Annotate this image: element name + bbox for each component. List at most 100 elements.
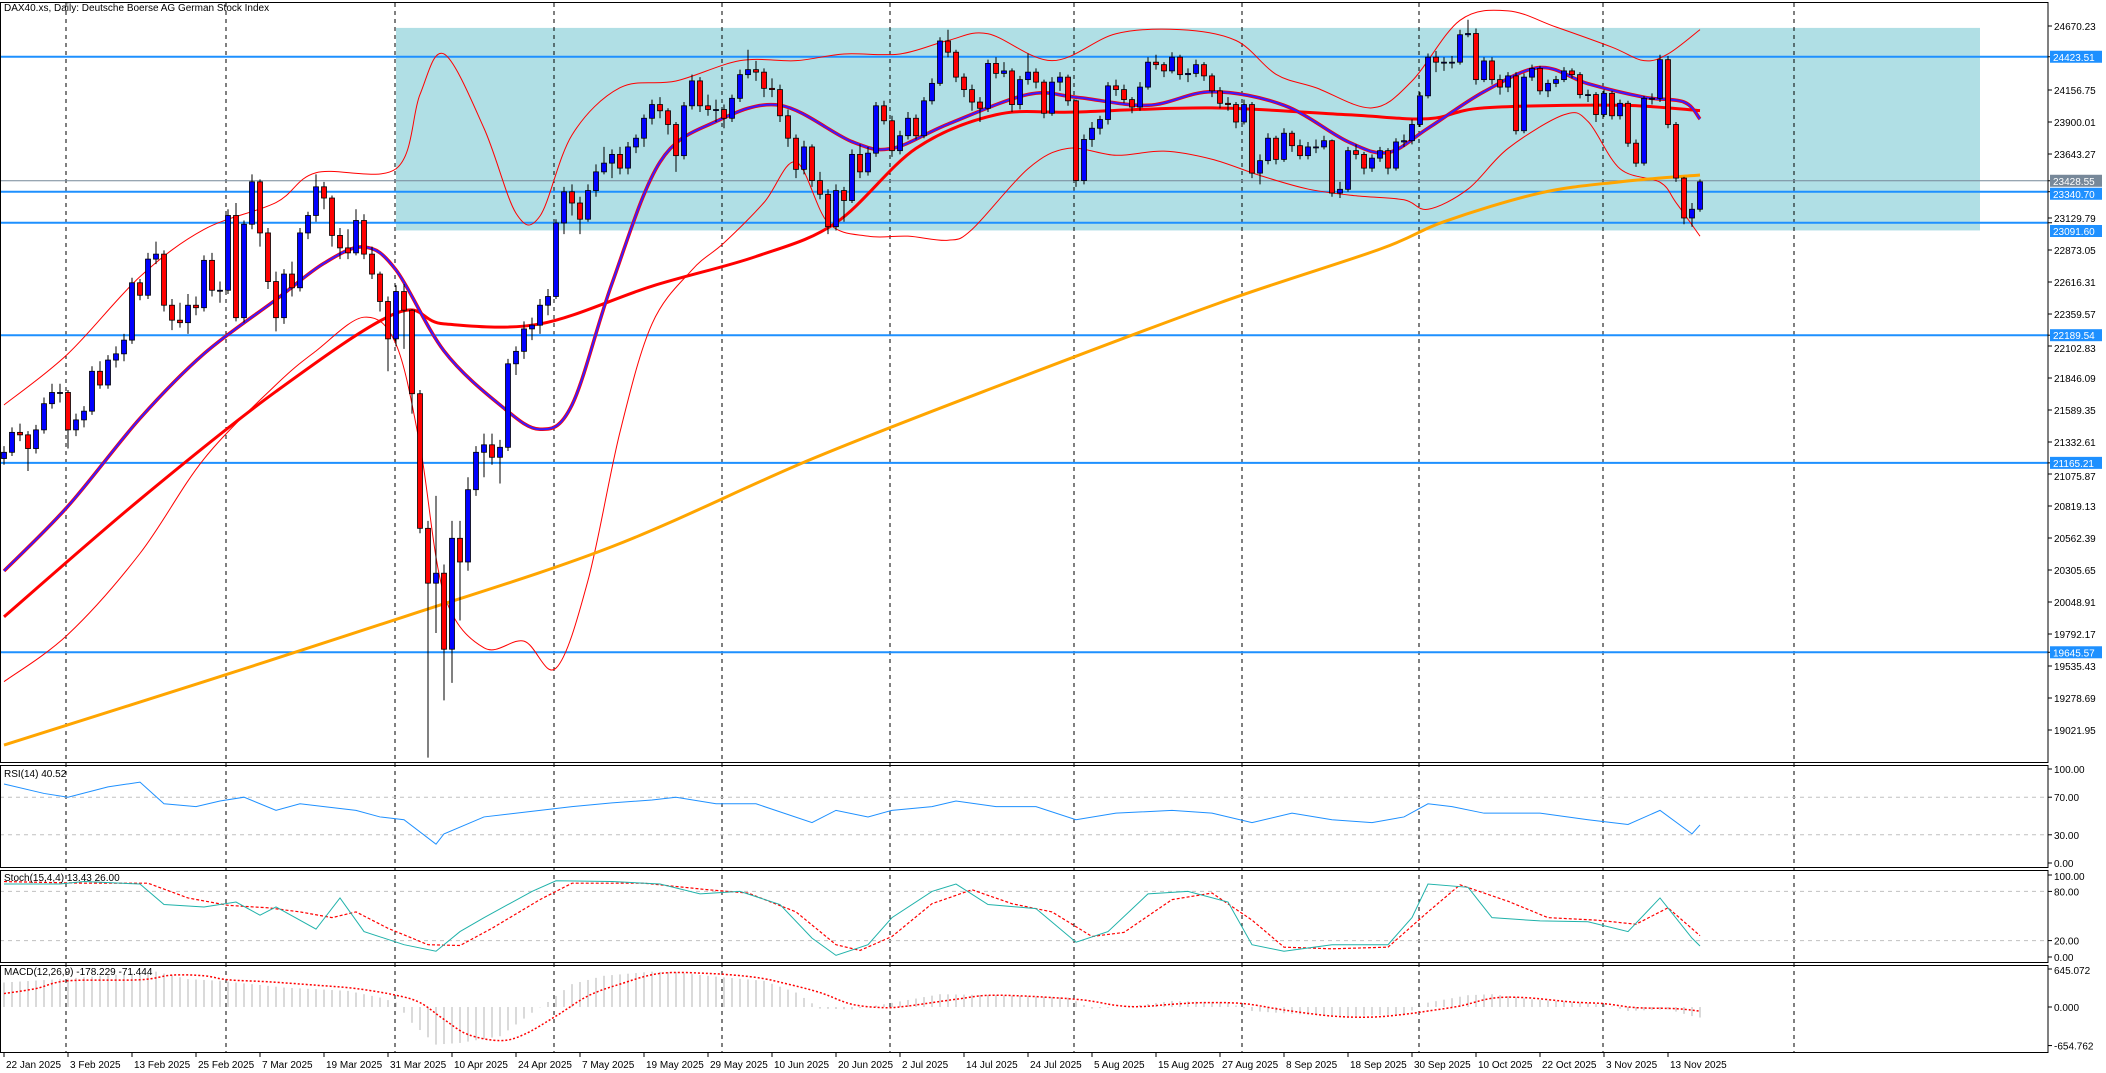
candle-body-bear	[1233, 104, 1239, 123]
candle	[1617, 99, 1623, 120]
candle-body-bear	[1273, 137, 1279, 160]
date-tick-label: 24 Jul 2025	[1030, 1060, 1082, 1071]
candle-body-bull	[249, 181, 255, 225]
range-rectangle[interactable]	[396, 27, 1980, 231]
candle-body-bull	[521, 328, 527, 352]
candle	[521, 321, 527, 359]
candle-body-bear	[265, 232, 271, 282]
candle-body-bull	[801, 146, 807, 170]
candle-body-bull	[305, 215, 311, 234]
candle-body-bull	[1457, 34, 1463, 63]
price-tick-label: 20048.91	[2054, 598, 2096, 609]
candle	[809, 144, 815, 187]
candle-body-bull	[601, 162, 607, 173]
candle	[1385, 148, 1391, 175]
candle	[257, 179, 263, 247]
candle-body-bull	[201, 259, 207, 309]
candle	[1105, 82, 1111, 125]
date-tick-label: 3 Nov 2025	[1606, 1060, 1658, 1071]
candle	[1153, 54, 1159, 70]
candle	[409, 308, 415, 414]
candle-body-bull	[1697, 181, 1703, 210]
candle-body-bull	[1657, 59, 1663, 99]
candle-body-bull	[313, 186, 319, 216]
price-axis[interactable]: 24670.23 24423.51 24156.75 23900.01 23643.27…	[2048, 22, 2102, 1053]
candle-body-bull	[1441, 61, 1447, 64]
candle	[49, 383, 55, 409]
stoch-signal-line	[3, 880, 1701, 952]
price-tick-label: 20562.39	[2054, 534, 2096, 545]
candle-body-bear	[753, 69, 759, 73]
candle-body-bull	[1481, 60, 1487, 81]
candle-body-bull	[633, 137, 639, 148]
candle	[633, 134, 639, 154]
candle	[769, 78, 775, 98]
candle-body-bull	[41, 403, 47, 431]
candle	[217, 281, 223, 303]
candle	[1089, 122, 1095, 147]
candle-body-bear	[1009, 70, 1015, 105]
candle-body-bull	[849, 154, 855, 201]
price-tick-label: 21075.87	[2054, 472, 2096, 483]
candle-body-bear	[385, 301, 391, 340]
time-axis[interactable]: 22 Jan 2025 3 Feb 2025 13 Feb 2025 25 Feb 2…	[3, 1052, 1727, 1071]
candle-body-bear	[1225, 102, 1231, 105]
date-tick-label: 13 Feb 2025	[134, 1060, 191, 1071]
candle	[185, 294, 191, 334]
level-price-badge[interactable]	[2050, 456, 2102, 469]
level-price-badge[interactable]	[2050, 646, 2102, 659]
candle-body-bull	[473, 451, 479, 491]
bid-price-badge[interactable]	[2050, 174, 2102, 187]
candle-body-bear	[321, 186, 327, 199]
candle-body-bull	[505, 363, 511, 448]
candle-body-bull	[1529, 68, 1535, 78]
candle-body-bull	[905, 117, 911, 137]
level-price-badge-text: 22189.54	[2053, 331, 2095, 342]
horizontal-levels-layer[interactable]	[0, 55, 2048, 654]
candle-body-bull	[57, 392, 63, 394]
date-tick-label: 5 Aug 2025	[1094, 1060, 1145, 1071]
candle	[1441, 57, 1447, 71]
candle-body-bull	[937, 40, 943, 84]
candle	[1353, 144, 1359, 160]
candle	[865, 146, 871, 176]
candle	[681, 102, 687, 160]
candle-body-bear	[1433, 56, 1439, 63]
candle-body-bull	[929, 82, 935, 102]
candle-body-bull	[529, 324, 535, 330]
candle	[1513, 72, 1519, 135]
candle	[1473, 28, 1479, 85]
candle-body-bear	[273, 281, 279, 319]
candle-body-bear	[1353, 150, 1359, 155]
price-tick-label: 19792.17	[2054, 630, 2096, 641]
candle	[617, 146, 623, 175]
candle-body-bear	[569, 191, 575, 204]
candle	[473, 446, 479, 496]
candle-body-bull	[1097, 119, 1103, 129]
level-price-badge[interactable]	[2050, 187, 2102, 200]
candle-body-bear	[697, 80, 703, 107]
candle-body-bear	[337, 235, 343, 249]
candle-body-bear	[417, 393, 423, 529]
candle-body-bull	[185, 304, 191, 324]
candle	[1585, 89, 1591, 103]
candle	[1145, 57, 1151, 90]
candle-body-bull	[433, 572, 439, 584]
price-tick-label: 20819.13	[2054, 502, 2096, 513]
candle	[225, 209, 231, 295]
level-price-badge[interactable]	[2050, 329, 2102, 342]
candle-body-bear	[1201, 64, 1207, 77]
candle-body-bull	[1377, 150, 1383, 159]
macd-label: MACD(12,26,9) -178.229 -71.444	[4, 967, 153, 978]
rsi-tick-label: 100.00	[2054, 765, 2085, 776]
price-tick-label: 21846.09	[2054, 374, 2096, 385]
candle	[1193, 59, 1199, 78]
candle-body-bull	[121, 339, 127, 355]
price-tick-label: 22102.83	[2054, 344, 2096, 355]
candle	[305, 211, 311, 240]
level-price-badge[interactable]	[2050, 225, 2102, 237]
candle-body-bear	[65, 392, 71, 431]
candle	[585, 184, 591, 222]
level-price-badge[interactable]	[2050, 50, 2102, 63]
